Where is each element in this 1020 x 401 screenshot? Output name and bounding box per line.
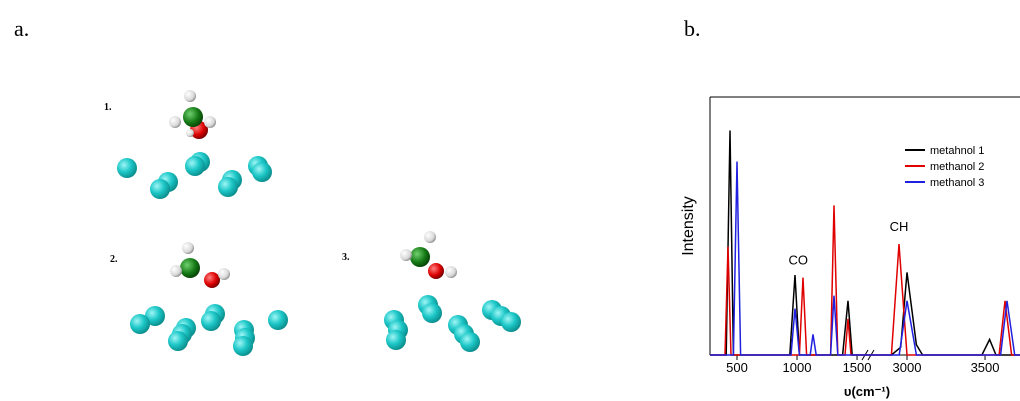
structure-label: 1. <box>104 102 112 113</box>
x-tick-label: 3000 <box>893 360 922 375</box>
figure: a. b. 1. 2. 3. 500 1000 1500 3000 3500 Intens… <box>0 0 1020 401</box>
spectrum-chart: 500 1000 1500 3000 3500 Intensity υ(cm⁻¹) CO CH m… <box>680 97 1020 399</box>
legend-label: methanol 3 <box>930 177 984 189</box>
annotation: CO <box>788 253 808 268</box>
legend-label: metahnol 1 <box>930 145 984 157</box>
x-tick-label: 1000 <box>783 360 812 375</box>
annotation: CH <box>890 219 909 234</box>
panel-label: a. <box>14 16 29 41</box>
x-tick-label: 3500 <box>971 360 1000 375</box>
structure-label: 2. <box>110 254 118 265</box>
structure-label: 3. <box>342 252 350 263</box>
x-tick-label: 500 <box>726 360 748 375</box>
panel-label: b. <box>684 16 701 41</box>
x-tick-label: 1500 <box>843 360 872 375</box>
y-axis-label: Intensity <box>680 196 697 256</box>
spectrum-line <box>710 162 1020 356</box>
legend-label: methanol 2 <box>930 161 984 173</box>
molecule-structures <box>117 90 521 356</box>
spectrum-line <box>710 205 1020 355</box>
x-axis-label: υ(cm⁻¹) <box>844 384 890 399</box>
